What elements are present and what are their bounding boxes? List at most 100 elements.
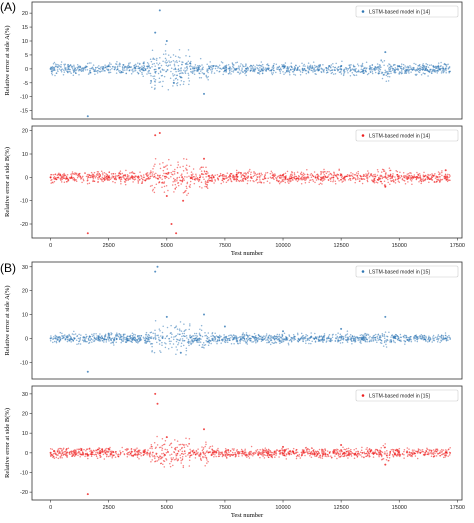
data-point <box>327 71 329 73</box>
data-point <box>372 64 374 66</box>
data-point <box>224 341 226 343</box>
data-point <box>211 177 213 179</box>
data-point <box>82 69 84 71</box>
data-point <box>428 181 430 183</box>
data-point <box>185 55 187 57</box>
data-point <box>341 177 343 179</box>
data-point <box>310 64 312 66</box>
data-point <box>83 67 85 69</box>
data-point <box>318 66 320 68</box>
data-point <box>91 172 93 174</box>
data-point <box>146 332 148 334</box>
y-tick-label: 20 <box>22 289 28 295</box>
data-point <box>405 66 407 68</box>
data-point <box>343 449 345 451</box>
data-point <box>306 73 308 75</box>
data-point <box>110 72 112 74</box>
data-point <box>132 333 134 335</box>
data-point <box>124 174 126 176</box>
data-point <box>185 455 187 457</box>
data-point <box>202 346 204 348</box>
data-point <box>240 65 242 67</box>
data-point <box>194 333 196 335</box>
data-point <box>448 176 450 178</box>
data-point <box>445 72 447 74</box>
data-point <box>217 341 219 343</box>
data-point <box>160 458 162 460</box>
data-point <box>160 351 162 353</box>
data-point <box>141 72 143 74</box>
data-point <box>127 176 128 178</box>
data-point <box>57 451 59 453</box>
data-point <box>401 176 403 178</box>
data-point <box>93 70 95 72</box>
data-point <box>241 67 243 69</box>
data-point <box>411 341 413 343</box>
data-point <box>125 184 127 186</box>
data-point <box>232 339 234 341</box>
data-point <box>292 338 294 340</box>
data-point <box>347 341 349 343</box>
data-point <box>165 50 167 52</box>
data-point <box>157 175 159 177</box>
data-point <box>285 177 287 179</box>
data-point <box>205 176 207 178</box>
data-point <box>289 74 291 76</box>
data-point <box>314 65 316 67</box>
data-point <box>199 73 201 75</box>
data-point <box>255 174 257 176</box>
data-point <box>396 69 398 71</box>
data-point <box>320 177 322 179</box>
data-point <box>273 65 275 67</box>
data-point <box>362 175 364 177</box>
x-tick-label: 5000 <box>161 243 173 249</box>
data-point <box>121 336 123 338</box>
data-point <box>183 465 185 467</box>
data-point <box>232 448 234 450</box>
data-point <box>190 342 192 344</box>
data-point <box>271 172 273 174</box>
data-point <box>186 194 188 196</box>
data-point <box>369 69 371 71</box>
data-point <box>184 340 186 342</box>
data-point <box>175 232 177 234</box>
data-point <box>83 179 85 181</box>
x-tick-label: 10000 <box>275 243 290 249</box>
data-point <box>101 170 103 172</box>
data-point <box>196 71 198 73</box>
plot-frame <box>32 2 462 119</box>
data-point <box>200 70 202 72</box>
data-point <box>120 334 122 336</box>
data-point <box>99 173 101 175</box>
data-point <box>427 341 429 343</box>
data-point <box>341 73 343 75</box>
data-point <box>96 335 98 337</box>
data-point <box>350 75 352 77</box>
data-point <box>383 65 385 67</box>
data-point <box>384 334 386 336</box>
data-point <box>154 75 156 77</box>
data-point <box>383 169 385 171</box>
data-point <box>120 176 122 178</box>
data-point <box>381 343 383 345</box>
data-point <box>330 67 332 69</box>
data-point <box>176 349 178 351</box>
data-point <box>199 344 201 346</box>
data-point <box>229 338 231 340</box>
data-point <box>109 455 111 457</box>
data-point <box>96 338 98 340</box>
data-point <box>294 172 296 174</box>
data-point <box>411 183 413 185</box>
data-point <box>67 341 69 343</box>
data-point <box>183 444 185 446</box>
data-point <box>120 342 122 344</box>
data-point <box>77 64 79 66</box>
data-point <box>401 73 403 75</box>
data-point <box>364 333 366 335</box>
data-point <box>360 337 362 339</box>
data-point <box>248 170 250 172</box>
data-point <box>51 174 53 176</box>
data-point <box>355 451 357 453</box>
data-point <box>123 334 125 336</box>
data-point <box>77 177 79 179</box>
